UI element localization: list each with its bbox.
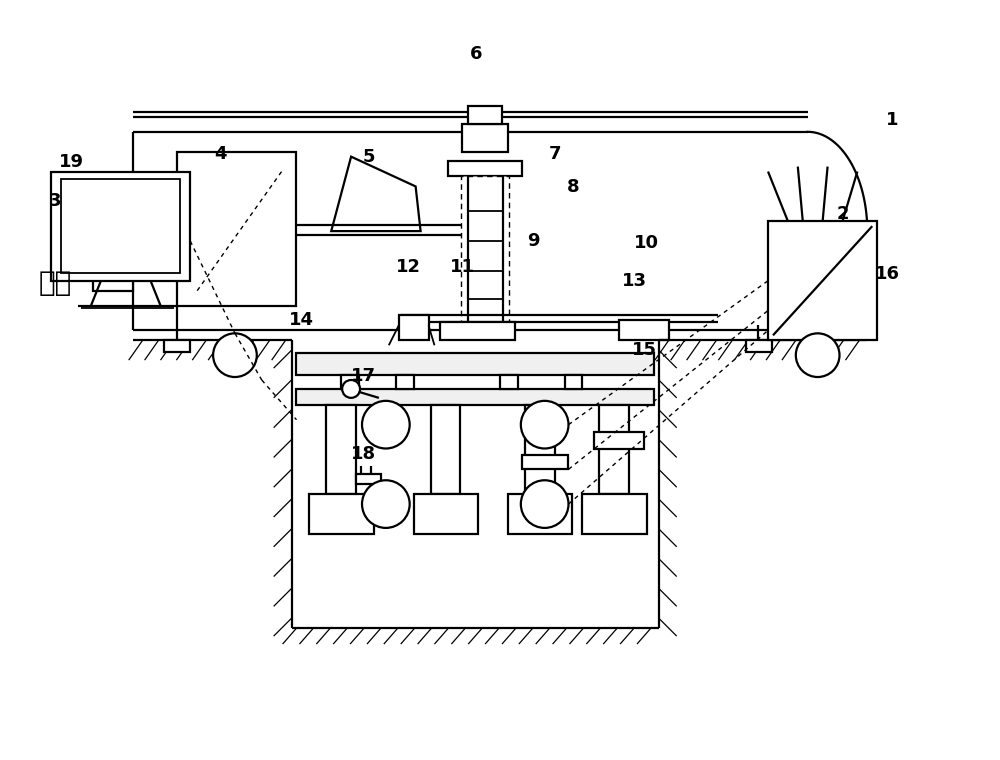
Circle shape [362,401,410,448]
Bar [296,389,654,405]
Bar [61,179,180,273]
Text: 9: 9 [528,232,540,250]
Bar [500,375,518,389]
Text: 5: 5 [363,147,375,166]
Text: 地面: 地面 [39,269,72,296]
Text: 1: 1 [886,111,898,129]
Bar [522,455,568,470]
Bar [51,172,190,280]
Text: 19: 19 [59,153,84,170]
Circle shape [362,480,410,528]
Text: 3: 3 [49,192,62,211]
Bar [356,474,381,484]
Polygon shape [331,157,421,231]
Bar [326,405,356,494]
Bar [594,432,644,449]
Bar [93,192,133,290]
Bar [296,353,654,375]
Text: 11: 11 [450,258,475,276]
Bar [619,321,669,340]
Text: 18: 18 [350,445,376,464]
Bar [414,494,478,534]
Bar [508,494,572,534]
Bar [599,405,629,494]
Bar [461,176,509,325]
Bar [440,322,515,340]
Bar [746,340,772,352]
Bar [341,375,359,389]
Bar [164,340,190,352]
Bar [565,375,582,389]
Text: 13: 13 [622,272,647,290]
Circle shape [521,480,568,528]
Text: 16: 16 [875,264,900,283]
Bar [177,152,296,306]
Bar [399,315,429,340]
Bar [582,494,647,534]
Text: 2: 2 [836,205,849,223]
Circle shape [796,334,840,377]
Text: 10: 10 [634,234,659,252]
Text: 17: 17 [351,367,376,385]
Bar [396,375,414,389]
Text: 12: 12 [396,258,421,276]
Text: 8: 8 [567,179,580,196]
Circle shape [213,334,257,377]
Text: 14: 14 [289,312,314,329]
Bar [448,160,522,176]
Bar [525,405,555,494]
Text: 15: 15 [631,341,656,359]
Bar [309,494,374,534]
Text: 4: 4 [214,144,226,163]
Bar [462,124,508,152]
Bar [768,221,877,340]
Circle shape [342,380,360,398]
Bar [468,106,502,124]
Circle shape [521,401,568,448]
Bar [431,405,460,494]
Text: 7: 7 [548,144,561,163]
Text: 6: 6 [470,46,482,63]
